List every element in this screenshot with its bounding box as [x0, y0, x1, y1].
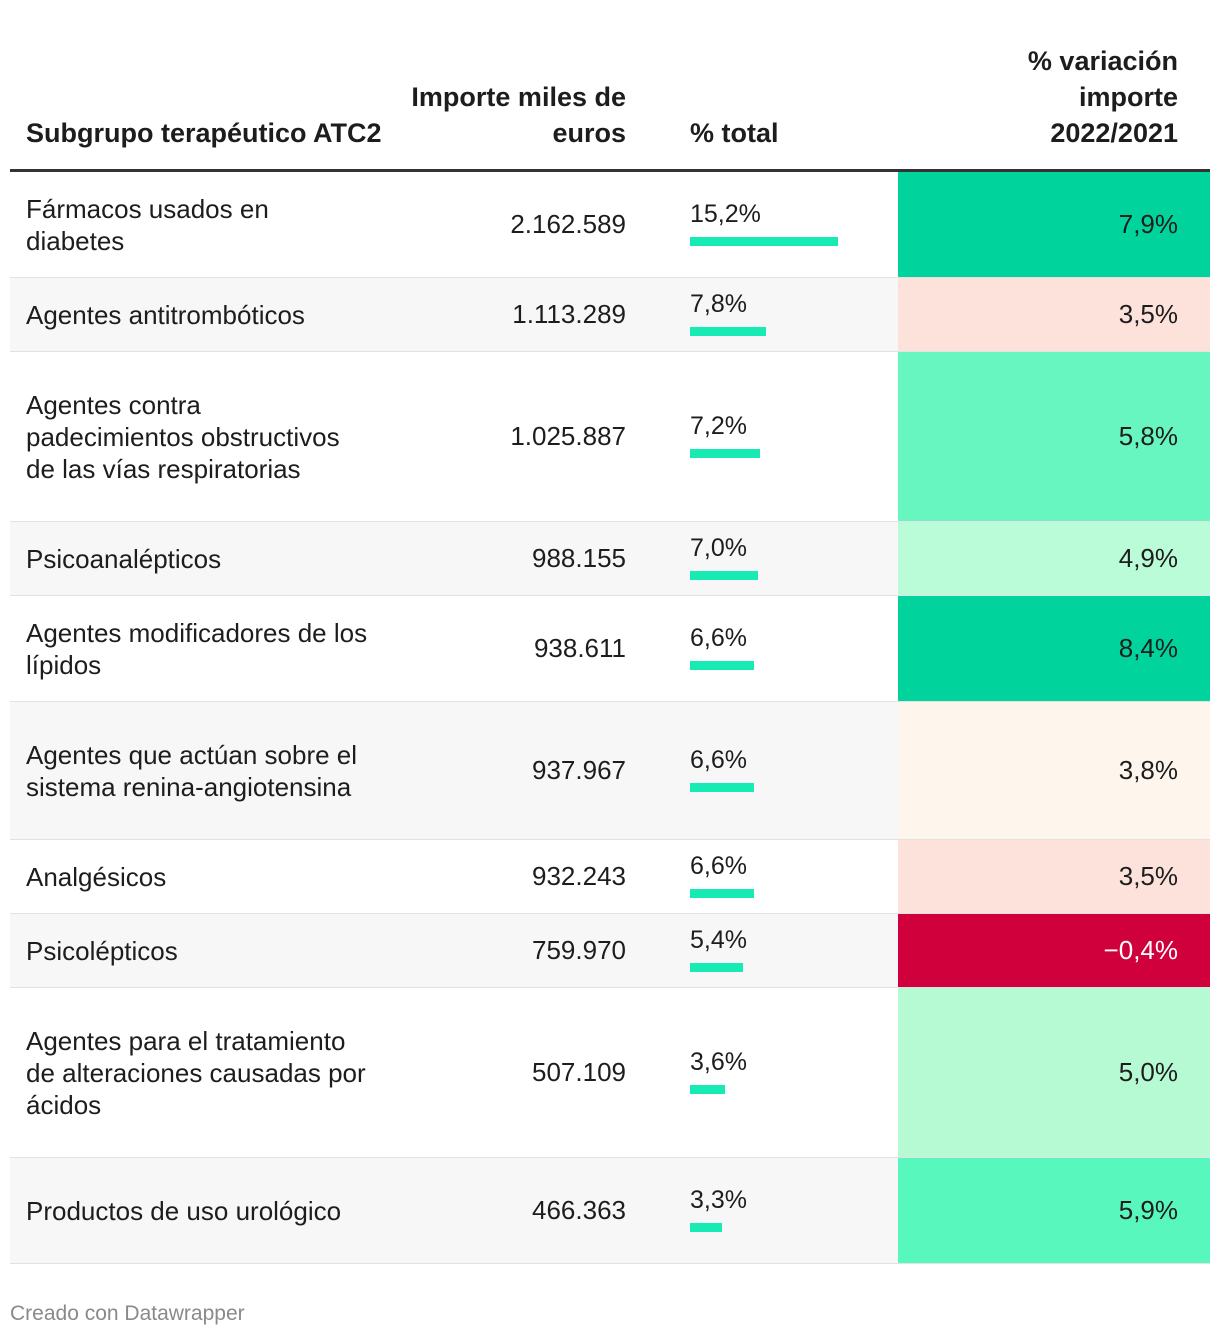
- cell-importe: 2.162.589: [510, 209, 626, 239]
- total-bar: [690, 449, 760, 458]
- total-label: 3,6%: [690, 1048, 747, 1076]
- cell-variacion: 5,0%: [898, 988, 1210, 1157]
- cell-importe: 1.025.887: [510, 421, 626, 451]
- header-total[interactable]: % total: [690, 118, 779, 148]
- table-header: Subgrupo terapéutico ATC2 Importe miles …: [10, 0, 1210, 172]
- cell-importe: 759.970: [532, 935, 626, 965]
- cell-variacion: 3,8%: [898, 702, 1210, 839]
- cell-variacion: 7,9%: [898, 172, 1210, 277]
- cell-variacion: 3,5%: [898, 840, 1210, 913]
- cell-total: 3,3%: [690, 1158, 890, 1263]
- total-bar: [690, 327, 766, 336]
- total-bar: [690, 1223, 722, 1232]
- table-row: Analgésicos 932.243 6,6% 3,5%: [10, 840, 1210, 914]
- total-bar: [690, 963, 743, 972]
- data-table: Subgrupo terapéutico ATC2 Importe miles …: [10, 0, 1210, 1264]
- table-row: Agentes contra padecimientos obstructivo…: [10, 352, 1210, 522]
- total-label: 5,4%: [690, 926, 747, 954]
- total-label: 15,2%: [690, 200, 761, 228]
- total-label: 6,6%: [690, 852, 747, 880]
- total-label: 7,2%: [690, 412, 747, 440]
- cell-variacion: 3,5%: [898, 278, 1210, 351]
- total-bar: [690, 783, 754, 792]
- table-row: Agentes que actúan sobre el sistema reni…: [10, 702, 1210, 840]
- table-body: Fármacos usados en diabetes 2.162.589 15,2…: [10, 172, 1210, 1264]
- cell-subgrupo: Agentes contra padecimientos obstructivo…: [26, 389, 340, 484]
- cell-total: 6,6%: [690, 596, 890, 701]
- cell-variacion: 8,4%: [898, 596, 1210, 701]
- cell-variacion: −0,4%: [898, 914, 1210, 987]
- cell-subgrupo: Analgésicos: [26, 861, 167, 892]
- cell-importe: 988.155: [532, 543, 626, 573]
- cell-total: 7,2%: [690, 352, 890, 521]
- cell-total: 7,0%: [690, 522, 890, 595]
- total-bar: [690, 661, 754, 670]
- cell-variacion: 5,8%: [898, 352, 1210, 521]
- table-row: Psicolépticos 759.970 5,4% −0,4%: [10, 914, 1210, 988]
- total-label: 6,6%: [690, 624, 747, 652]
- header-subgrupo[interactable]: Subgrupo terapéutico ATC2: [26, 118, 382, 148]
- cell-subgrupo: Agentes para el tratamiento de alteracio…: [26, 1025, 366, 1120]
- table-row: Agentes para el tratamiento de alteracio…: [10, 988, 1210, 1158]
- table-row: Psicoanalépticos 988.155 7,0% 4,9%: [10, 522, 1210, 596]
- cell-importe: 507.109: [532, 1057, 626, 1087]
- cell-total: 5,4%: [690, 914, 890, 987]
- cell-importe: 938.611: [533, 633, 626, 663]
- cell-subgrupo: Agentes que actúan sobre el sistema reni…: [26, 739, 358, 802]
- cell-variacion: 4,9%: [898, 522, 1210, 595]
- total-bar: [690, 1085, 725, 1094]
- total-bar: [690, 889, 754, 898]
- table-row: Fármacos usados en diabetes 2.162.589 15,2…: [10, 172, 1210, 278]
- total-label: 7,0%: [690, 534, 747, 562]
- cell-subgrupo: Psicoanalépticos: [26, 543, 222, 574]
- total-bar: [690, 571, 758, 580]
- cell-subgrupo: Fármacos usados en diabetes: [26, 193, 269, 256]
- footer-credit[interactable]: Creado con Datawrapper: [10, 1302, 245, 1325]
- cell-total: 3,6%: [690, 988, 890, 1157]
- cell-importe: 1.113.289: [512, 299, 626, 329]
- cell-total: 7,8%: [690, 278, 890, 351]
- cell-variacion: 5,9%: [898, 1158, 1210, 1263]
- cell-importe: 937.967: [532, 755, 626, 785]
- cell-importe: 466.363: [532, 1195, 626, 1225]
- cell-subgrupo: Productos de uso urológico: [26, 1195, 342, 1226]
- total-label: 7,8%: [690, 290, 747, 318]
- total-label: 3,3%: [690, 1186, 747, 1214]
- header-variacion[interactable]: % variación importe 2022/2021: [1027, 46, 1178, 148]
- cell-importe: 932.243: [532, 861, 626, 891]
- cell-subgrupo: Agentes modificadores de los lípidos: [26, 617, 368, 680]
- table-row: Agentes antitrombóticos 1.113.289 7,8% 3,5%: [10, 278, 1210, 352]
- cell-total: 6,6%: [690, 840, 890, 913]
- table-row: Productos de uso urológico 466.363 3,3% 5,9…: [10, 1158, 1210, 1264]
- header-importe[interactable]: Importe miles de euros: [411, 82, 626, 148]
- cell-total: 6,6%: [690, 702, 890, 839]
- cell-subgrupo: Psicolépticos: [26, 935, 178, 966]
- table-row: Agentes modificadores de los lípidos 938.…: [10, 596, 1210, 702]
- cell-total: 15,2%: [690, 172, 890, 277]
- cell-subgrupo: Agentes antitrombóticos: [26, 299, 305, 330]
- total-label: 6,6%: [690, 746, 747, 774]
- total-bar: [690, 237, 838, 246]
